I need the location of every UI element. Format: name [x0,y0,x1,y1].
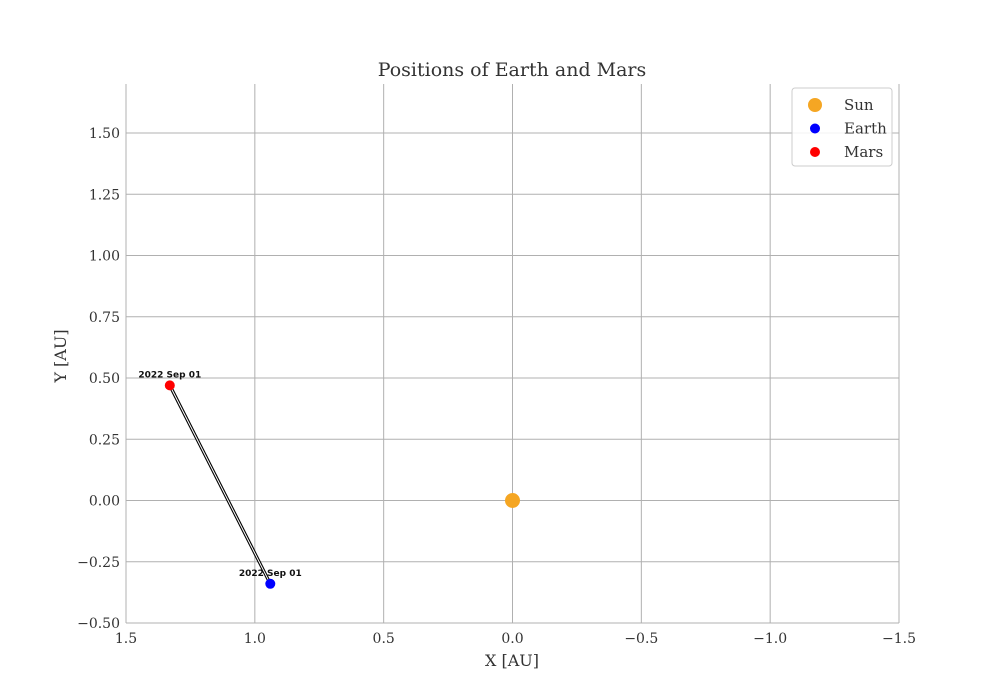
date-annotation: 2022 Sep 01 [138,370,201,380]
x-tick-label: 1.0 [244,631,266,647]
connector-layer [168,384,272,585]
legend-marker-sun [808,98,822,112]
x-tick-label: 0.5 [373,631,395,647]
tick-labels: 1.5 1.0 0.5 0.0 −0.5 −1.0 −1.5 −0.50 −0.25 0.00 0.… [77,126,916,647]
legend-label-mars: Mars [844,143,883,161]
x-tick-label: −0.5 [624,631,658,647]
y-tick-label: 0.50 [89,371,120,387]
y-tick-label: 1.00 [89,249,120,265]
legend-marker-earth [810,123,820,134]
earth-point [265,578,276,589]
y-tick-label: 0.75 [89,310,120,326]
annotations: 2022 Sep 01 2022 Sep 01 [138,370,301,578]
x-axis-label: X [AU] [485,651,539,670]
grid-lines [125,84,900,624]
y-tick-label: 1.50 [89,126,120,142]
legend-label-sun: Sun [844,96,874,114]
legend: Sun Earth Mars [791,87,893,167]
legend-label-earth: Earth [844,120,887,138]
y-axis-label: Y [AU] [51,329,70,383]
x-tick-label: 1.5 [115,631,137,647]
sun-point [505,493,520,508]
chart-title: Positions of Earth and Mars [378,59,647,81]
mars-point [164,380,175,391]
legend-marker-mars [810,147,820,157]
y-tick-label: −0.25 [77,555,120,571]
y-tick-label: −0.50 [77,616,120,632]
x-tick-label: −1.0 [753,631,787,647]
date-annotation: 2022 Sep 01 [239,569,302,579]
data-points [164,380,520,589]
y-tick-label: 0.00 [89,494,120,510]
y-tick-label: 1.25 [89,187,120,203]
x-tick-label: −1.5 [882,631,916,647]
x-tick-label: 0.0 [501,631,523,647]
y-tick-label: 0.25 [89,432,120,448]
earth-mars-connector-inner [169,385,271,585]
